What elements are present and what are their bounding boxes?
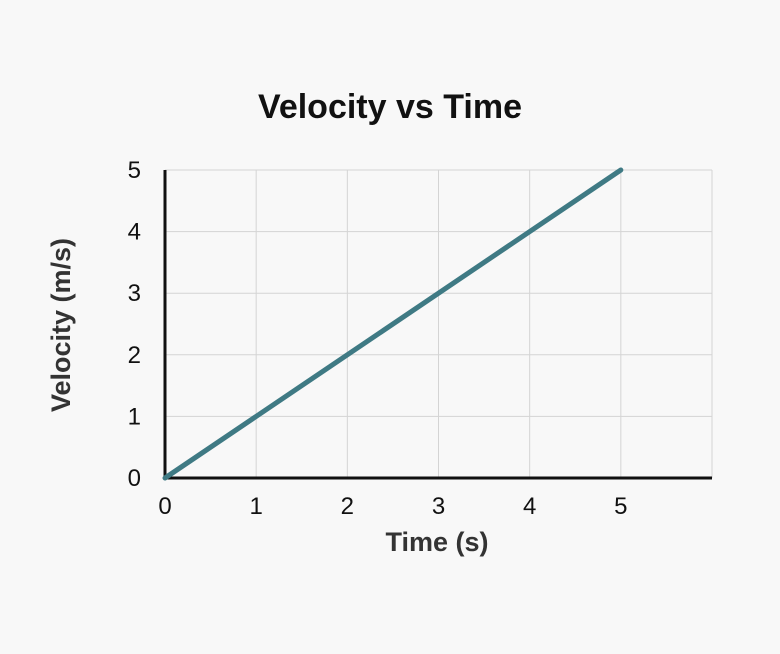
x-tick-label: 2 bbox=[341, 493, 354, 520]
y-axis-label: Velocity (m/s) bbox=[46, 238, 76, 412]
y-tick-labels: 0 1 2 3 4 5 bbox=[128, 157, 141, 492]
y-tick-label: 3 bbox=[128, 280, 141, 307]
x-axis-label: Time (s) bbox=[385, 527, 488, 557]
chart-title: Velocity vs Time bbox=[258, 88, 522, 126]
x-tick-label: 5 bbox=[614, 493, 627, 520]
x-tick-label: 3 bbox=[432, 493, 445, 520]
x-tick-labels: 0 1 2 3 4 5 bbox=[158, 493, 627, 520]
data-series bbox=[162, 167, 624, 481]
axes bbox=[163, 170, 712, 480]
y-tick-label: 4 bbox=[128, 219, 141, 246]
y-tick-label: 2 bbox=[128, 342, 141, 369]
x-tick-label: 4 bbox=[523, 493, 536, 520]
y-tick-label: 5 bbox=[128, 157, 141, 184]
series-line bbox=[162, 167, 624, 481]
y-tick-label: 0 bbox=[128, 465, 141, 492]
x-tick-label: 0 bbox=[158, 493, 171, 520]
x-tick-label: 1 bbox=[249, 493, 262, 520]
grid-lines bbox=[165, 169, 713, 478]
y-tick-label: 1 bbox=[128, 403, 141, 430]
